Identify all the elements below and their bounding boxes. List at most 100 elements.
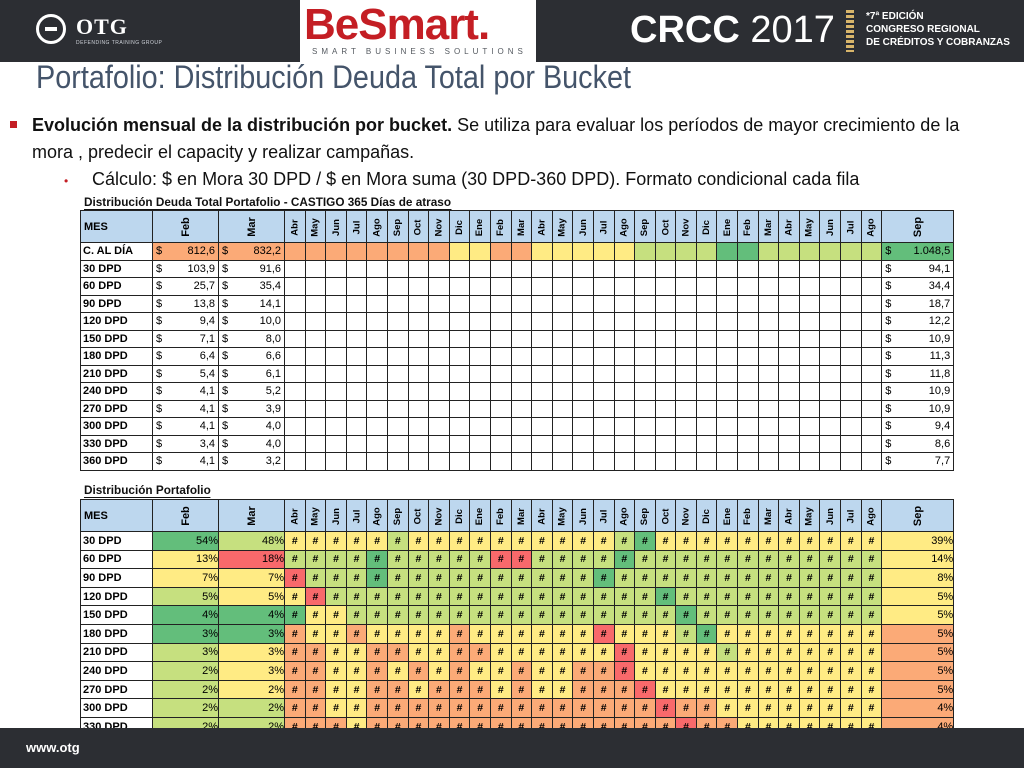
hash-cell: # — [284, 605, 306, 625]
currency-cell: $34,4 — [881, 277, 955, 296]
hash-cell: # — [489, 549, 512, 570]
empty-cell — [386, 294, 409, 313]
empty-cell — [325, 294, 347, 313]
hash-cell: # — [675, 568, 697, 588]
besmart-logo-tagline: SMART BUSINESS SOLUTIONS — [312, 47, 527, 56]
currency-amount: 1.048,5 — [913, 245, 951, 258]
crcc-ribbon-icon — [846, 10, 854, 52]
hash-cell: # — [592, 605, 615, 625]
empty-cell — [613, 312, 636, 331]
hash-cell: # — [840, 698, 862, 718]
hash-cell: # — [325, 623, 347, 644]
currency-symbol: $ — [885, 402, 892, 415]
table-row: 150 DPD $7,1 $8,0 $10,9 — [80, 329, 955, 348]
empty-cell — [819, 417, 842, 436]
empty-cell — [407, 382, 430, 401]
hash-cell: # — [737, 623, 759, 644]
currency-value: $9,4 — [883, 420, 953, 432]
percent-cell: 4% — [152, 605, 219, 625]
empty-cell — [304, 277, 327, 296]
empty-cell — [366, 452, 388, 471]
hash-cell: # — [613, 642, 636, 663]
currency-value: $5,2 — [220, 385, 284, 397]
currency-cell: $9,4 — [152, 312, 219, 331]
column-header-month: Jul — [592, 499, 615, 532]
column-header-month-label: Abr — [289, 218, 301, 236]
hash-cell: # — [592, 549, 615, 570]
crcc-logo-bold: CRCC — [630, 9, 740, 51]
hash-cell: # — [407, 549, 430, 570]
empty-cell — [757, 277, 780, 296]
currency-cell: $5,4 — [152, 364, 219, 383]
currency-value: $12,2 — [883, 315, 953, 327]
empty-cell — [778, 434, 800, 453]
empty-cell — [386, 329, 409, 348]
hash-cell: # — [798, 661, 821, 681]
column-header-month-label: May — [309, 217, 321, 237]
row-label: 90 DPD — [80, 294, 153, 313]
hash-cell: # — [860, 605, 883, 625]
empty-cell — [675, 417, 697, 436]
empty-cell — [325, 277, 347, 296]
empty-cell — [819, 294, 842, 313]
empty-cell — [613, 294, 636, 313]
hash-cell: # — [757, 605, 780, 625]
empty-cell — [654, 382, 677, 401]
table-row: C. AL DÍA $812,6 $832,2 $1.048,5 — [80, 242, 955, 261]
currency-cell: $6,1 — [218, 364, 285, 383]
currency-symbol: $ — [222, 420, 229, 433]
hash-cell: # — [737, 568, 759, 588]
percent-cell: 3% — [152, 623, 219, 644]
row-label: 90 DPD — [80, 568, 153, 588]
empty-cell — [675, 242, 697, 261]
empty-cell — [716, 259, 739, 278]
currency-cell: $4,1 — [152, 417, 219, 436]
currency-cell: $7,1 — [152, 329, 219, 348]
hash-cell: # — [448, 642, 471, 663]
hash-cell: # — [675, 679, 697, 700]
empty-cell — [284, 452, 306, 471]
currency-symbol: $ — [885, 262, 892, 275]
percent-cell: 2% — [152, 661, 219, 681]
column-header-month: Nov — [675, 499, 697, 532]
empty-cell — [737, 452, 759, 471]
empty-cell — [634, 329, 656, 348]
currency-value: $10,9 — [883, 333, 953, 345]
empty-cell — [386, 382, 409, 401]
currency-cell: $91,6 — [218, 259, 285, 278]
empty-cell — [284, 242, 306, 261]
hash-cell: # — [778, 679, 800, 700]
empty-cell — [592, 312, 615, 331]
column-header-month-label: Feb — [495, 218, 507, 236]
hash-cell: # — [654, 568, 677, 588]
hash-cell: # — [386, 549, 409, 570]
column-header-month: Oct — [407, 499, 430, 532]
empty-cell — [448, 347, 471, 366]
table-row: 270 DPD 2% 2% # # # # # # # # # # # # # # # # # # # # # # # # # # # # #… — [80, 679, 955, 700]
hash-cell: # — [634, 623, 656, 644]
empty-cell — [592, 277, 615, 296]
hash-cell: # — [386, 568, 409, 588]
hash-cell: # — [428, 623, 450, 644]
empty-cell — [757, 294, 780, 313]
currency-symbol: $ — [156, 420, 163, 433]
column-header-month-label: Mar — [515, 507, 527, 525]
empty-cell — [469, 259, 491, 278]
table2-title: Distribución Portafolio — [84, 483, 211, 498]
hash-cell: # — [345, 605, 368, 625]
empty-cell — [757, 382, 780, 401]
slide-title: Portafolio: Distribución Deuda Total por… — [36, 59, 631, 95]
column-header-month-label: Nov — [680, 507, 692, 525]
empty-cell — [798, 347, 821, 366]
column-header-month: Feb — [737, 210, 759, 243]
empty-cell — [366, 417, 388, 436]
empty-cell — [840, 382, 862, 401]
hash-cell: # — [613, 661, 636, 681]
empty-cell — [840, 312, 862, 331]
column-header-month-label: Oct — [659, 219, 671, 235]
empty-cell — [737, 329, 759, 348]
hash-cell: # — [819, 623, 842, 644]
percent-cell: 2% — [218, 679, 285, 700]
empty-cell — [860, 417, 883, 436]
empty-cell — [284, 329, 306, 348]
